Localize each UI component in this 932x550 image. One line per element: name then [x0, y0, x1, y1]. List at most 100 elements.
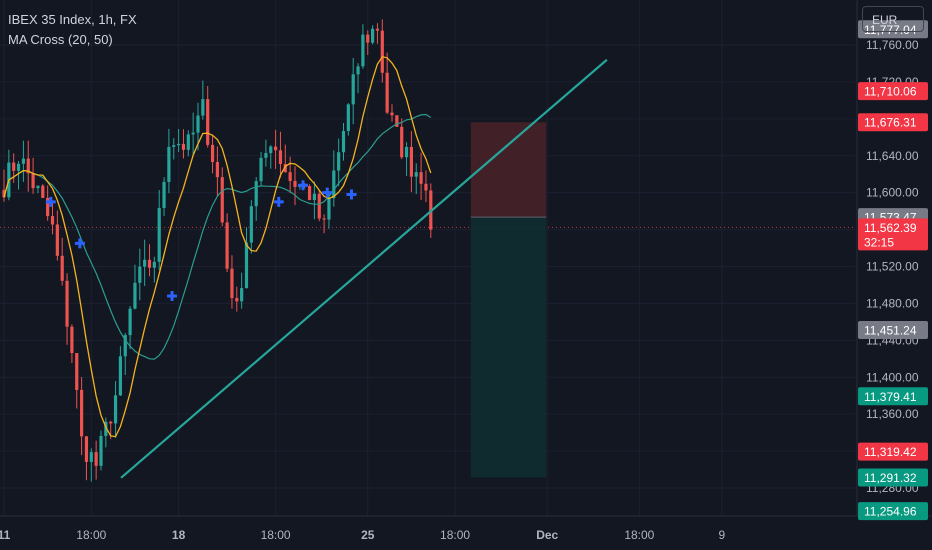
price-label-bg — [858, 113, 928, 132]
price-label-bg — [858, 320, 928, 339]
time-tick-label: 18 — [172, 528, 186, 542]
time-axis[interactable]: 11 18:00 18 18:00 25 18:00 Dec 18:00 9 — [0, 515, 932, 542]
candle-body — [230, 268, 234, 299]
price-label-bg — [858, 387, 928, 406]
candle-body — [220, 177, 224, 223]
candle-body — [143, 259, 147, 267]
candle-body — [274, 146, 278, 151]
candle-body — [191, 132, 195, 135]
candle-body — [201, 99, 205, 116]
candle-body — [366, 34, 370, 43]
grid — [0, 0, 855, 516]
price-tick-label: 11,760.00 — [866, 38, 919, 52]
candle-body — [128, 308, 132, 336]
candle-body — [424, 183, 428, 191]
price-label-value: 11,676.31 — [864, 116, 917, 130]
ma-cross-marker — [45, 196, 56, 207]
trendline-layer[interactable] — [120, 58, 608, 479]
candle-body — [240, 288, 244, 302]
candle-body — [269, 146, 273, 154]
candle-body — [322, 218, 326, 220]
ma-cross-marker — [273, 196, 284, 207]
candle-body — [60, 255, 64, 281]
candle-body — [177, 143, 181, 146]
candle-body — [235, 298, 239, 302]
candle-body — [288, 172, 292, 181]
candle-body — [225, 222, 229, 269]
candle-body — [70, 326, 74, 354]
candle-body — [123, 335, 127, 357]
time-tick-label: Dec — [536, 528, 558, 542]
price-label-tag: 11,254.96 — [858, 502, 928, 521]
candle-body — [147, 259, 152, 268]
stop-loss-zone — [470, 122, 547, 218]
currency-button[interactable]: EUR — [862, 6, 924, 32]
candle-body — [332, 170, 336, 199]
candle-body — [21, 158, 25, 164]
candle-body — [36, 185, 40, 189]
candle-body — [264, 153, 268, 158]
ma-20-line — [3, 56, 432, 438]
price-label-tag: 11,451.24 — [858, 320, 928, 339]
ma-cross-marker — [74, 238, 85, 249]
take-profit-zone — [470, 217, 547, 478]
candle-body — [186, 134, 190, 150]
candle-body — [133, 282, 137, 309]
candle-body — [371, 28, 375, 43]
candle-body — [26, 158, 30, 174]
price-label-tag: 11,676.31 — [858, 113, 928, 132]
time-tick-label: 18:00 — [261, 528, 291, 542]
price-axis[interactable]: 11,760.0011,720.0011,680.0011,640.0011,6… — [856, 0, 919, 516]
candle-body — [55, 224, 59, 256]
price-label-value: 11,562.39 — [864, 221, 917, 235]
cross-markers — [45, 180, 357, 302]
candle-body — [94, 452, 98, 466]
candle-body — [249, 206, 253, 243]
candle-body — [390, 112, 394, 116]
price-label-value: 11,379.41 — [864, 390, 917, 404]
candle-body — [196, 115, 200, 133]
price-label-bg — [858, 82, 928, 101]
price-label-value: 11,291.32 — [864, 471, 917, 485]
candle-body — [259, 157, 263, 182]
candle-body — [75, 353, 79, 390]
time-tick-label: 18:00 — [440, 528, 470, 542]
candle-body — [65, 280, 69, 327]
ma-cross-marker — [298, 180, 308, 191]
price-label-tag: 11,777.04 — [858, 20, 928, 39]
candle-body — [215, 162, 219, 178]
chart-legend: IBEX 35 Index, 1h, FX MA Cross (20, 50) — [8, 10, 137, 50]
candle-body — [80, 389, 84, 437]
symbol-title[interactable]: IBEX 35 Index, 1h, FX — [8, 12, 137, 27]
price-label-value: 11,710.06 — [864, 85, 917, 99]
time-tick-label: 9 — [718, 528, 725, 542]
candle-body — [341, 131, 346, 153]
candle-body — [104, 421, 108, 436]
candle-body — [16, 163, 21, 171]
price-label-bg — [858, 442, 928, 461]
candle-body — [157, 207, 161, 262]
price-label-bg — [858, 218, 928, 251]
candle-body — [337, 152, 341, 171]
candle-body — [375, 28, 380, 31]
price-tick-label: 11,520.00 — [866, 260, 919, 274]
time-tick-label: 18:00 — [624, 528, 654, 542]
candle-body — [307, 186, 312, 201]
candle-body — [118, 356, 122, 396]
indicator-title[interactable]: MA Cross (20, 50) — [8, 32, 113, 47]
candle-body — [414, 172, 418, 177]
price-label-value: 11,777.04 — [864, 23, 917, 37]
candle-body — [162, 181, 166, 208]
time-tick-label: 11 — [0, 528, 11, 542]
candle-body — [419, 172, 423, 184]
price-tick-label: 11,360.00 — [866, 407, 919, 421]
candle-body — [409, 146, 413, 177]
candle-body — [317, 193, 321, 219]
position-zones[interactable] — [470, 122, 547, 478]
candle-body — [206, 99, 210, 145]
candle-body — [312, 193, 316, 201]
candle-body — [404, 146, 409, 158]
candle-body — [167, 146, 171, 182]
